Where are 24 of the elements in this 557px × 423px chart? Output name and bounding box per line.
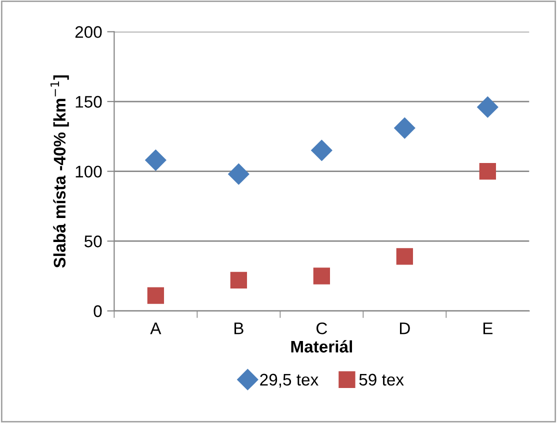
point [145,150,166,171]
legend-label: 59 tex [359,374,404,386]
point [311,140,332,161]
x-axis-title: Materiál [291,340,352,353]
x-tick-label: D [400,322,410,334]
x-tick-label: C [316,322,328,334]
y-axis-title: Slabá místa -40% [km$^{−1}$] [50,75,69,268]
y-tick-label: 0 [94,305,102,318]
point [147,287,164,304]
y-tick-label: 50 [84,236,102,248]
point [396,248,413,265]
x-tick-label: E [483,322,492,334]
x-tick-label: B [234,322,244,334]
x-tick-label: A [150,322,162,334]
y-tick-label: 200 [75,26,102,38]
point [394,118,416,139]
point [228,164,250,185]
y-tick-label: 150 [76,96,102,108]
y-tick-label: 100 [76,166,102,178]
point [479,162,496,180]
point [230,272,248,289]
legend-label: 29,5 tex [260,374,318,388]
point [313,268,330,284]
point [477,96,498,118]
